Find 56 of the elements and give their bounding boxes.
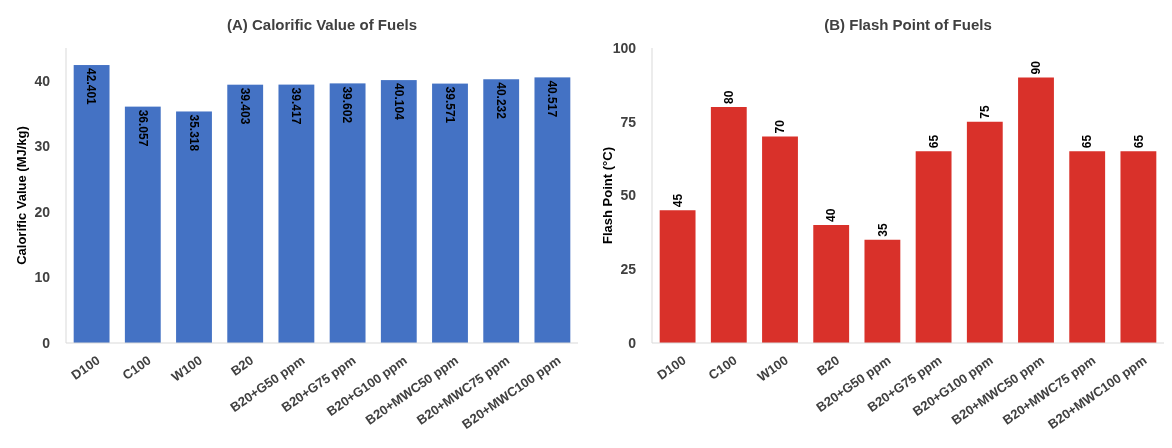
- data-label: 65: [1131, 134, 1146, 149]
- bar: [710, 107, 747, 343]
- y-tick-label: 0: [628, 334, 637, 351]
- data-label: 36.057: [135, 109, 150, 147]
- y-tick-label: 0: [42, 334, 51, 351]
- bar: [659, 210, 696, 343]
- x-tick-label: B20: [813, 352, 843, 379]
- bar: [864, 239, 901, 343]
- chart-title: (A) Calorific Value of Fuels: [226, 16, 418, 33]
- bar: [483, 79, 520, 343]
- data-label: 39.403: [238, 87, 252, 125]
- data-label: 35: [875, 223, 890, 237]
- bar: [124, 106, 161, 343]
- data-label: 40.104: [391, 83, 406, 121]
- data-label: 75: [978, 105, 992, 119]
- y-tick-label: 30: [34, 138, 51, 155]
- data-label: 90: [1029, 60, 1044, 75]
- bar: [534, 77, 571, 343]
- bar: [380, 80, 417, 343]
- y-tick-label: 50: [620, 187, 637, 204]
- y-axis-title: Calorific Value (MJ/kg): [14, 126, 29, 265]
- data-label: 70: [773, 119, 788, 134]
- data-label: 39.571: [442, 86, 457, 124]
- bar: [1069, 151, 1106, 343]
- bar: [966, 121, 1003, 343]
- data-label: 40: [824, 208, 839, 222]
- bar: [1120, 151, 1157, 343]
- bar: [1018, 77, 1054, 343]
- data-label: 65: [1080, 134, 1095, 149]
- bar: [813, 225, 850, 343]
- bar: [432, 83, 468, 343]
- y-tick-label: 20: [34, 203, 51, 220]
- bar: [227, 84, 264, 343]
- x-tick-label: B20: [227, 352, 257, 379]
- data-label: 35.318: [186, 114, 201, 152]
- y-tick-label: 40: [34, 72, 51, 89]
- data-label: 39.417: [289, 87, 304, 125]
- y-tick-label: 100: [612, 39, 637, 56]
- data-label: 40.517: [545, 80, 560, 118]
- data-label: 39.602: [340, 86, 355, 124]
- bar: [176, 111, 212, 343]
- data-label: 42.401: [84, 68, 99, 106]
- y-tick-label: 75: [620, 113, 637, 130]
- y-axis-title: Flash Point (°C): [600, 147, 615, 244]
- bar: [915, 151, 952, 343]
- data-label: 45: [670, 193, 685, 208]
- bar: [762, 136, 798, 343]
- data-label: 80: [722, 90, 736, 104]
- bar: [278, 84, 315, 343]
- bar: [329, 83, 366, 343]
- data-label: 40.232: [494, 82, 508, 120]
- y-tick-label: 25: [620, 261, 637, 278]
- bar: [73, 65, 110, 343]
- data-label: 65: [926, 134, 941, 149]
- chart-title: (B) Flash Point of Fuels: [824, 16, 992, 33]
- y-tick-label: 10: [34, 269, 51, 286]
